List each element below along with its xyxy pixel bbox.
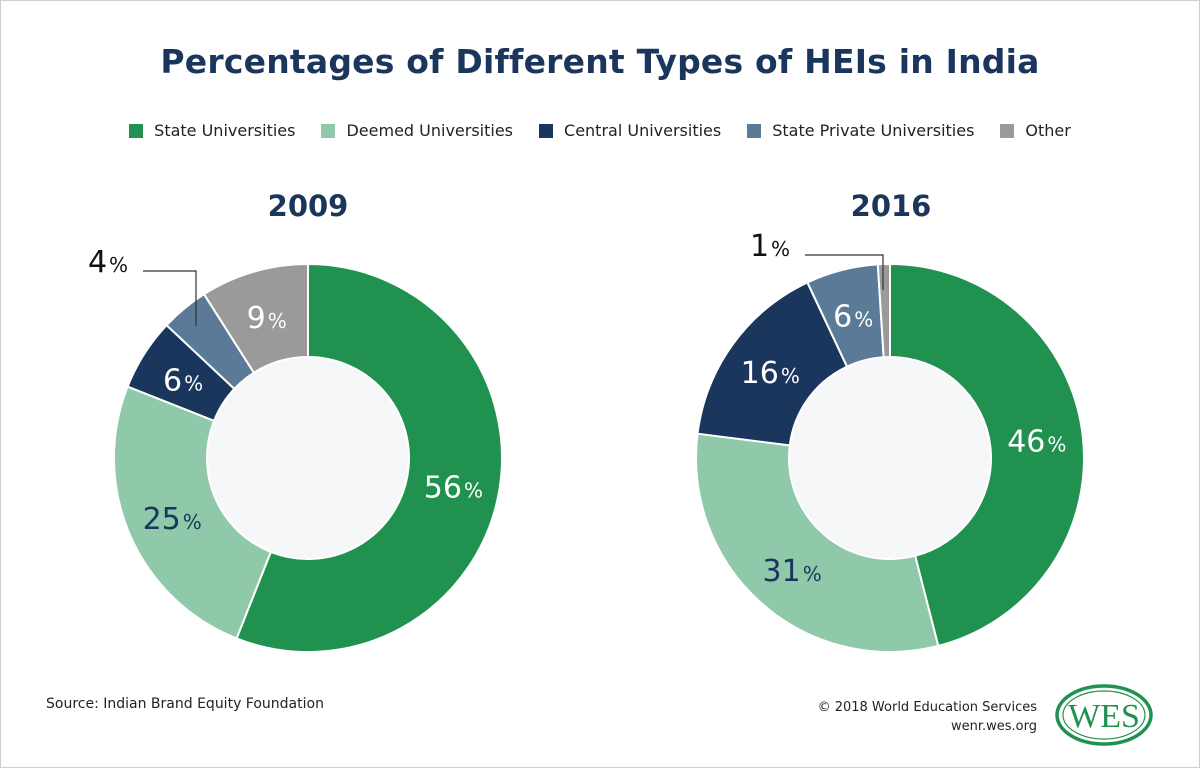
slice-2009-other — [202, 262, 309, 375]
data-label-2009-deemed-universities: 25% — [143, 502, 202, 537]
legend-swatch-deemed — [321, 123, 336, 138]
slice-2016-other — [876, 262, 891, 359]
legend-swatch-state — [129, 123, 144, 138]
slice-2016-deemed-universities — [695, 432, 940, 653]
wes-logo-text: WES — [1068, 698, 1140, 735]
legend-swatch-central — [539, 123, 554, 138]
data-label-2016-central-universities: 16% — [741, 356, 800, 391]
chart-2016-year-title: 2016 — [850, 189, 932, 223]
data-label-2016-state-private-universities: 6% — [833, 300, 873, 335]
donut-hole-2016 — [790, 358, 990, 558]
source-note: Source: Indian Brand Equity Foundation — [46, 696, 324, 712]
leader-line-2009-state-private-universities — [143, 270, 197, 326]
donut-chart-2009: 56 % 25 % 6 % 4 % 9% — [88, 245, 503, 653]
data-label-2009-state-private-universities: 4% — [88, 245, 128, 280]
copyright-text: © 2018 World Education Services — [817, 700, 1037, 715]
data-label-2016-other: 1% — [750, 229, 790, 264]
chart-title: Percentages of Different Types of HEIs i… — [160, 42, 1040, 81]
legend-item-deemed: Deemed Universities — [321, 121, 513, 140]
wes-logo: WES — [1055, 684, 1153, 746]
data-label-2009-central-universities: 6% — [163, 364, 203, 399]
legend-label-state-private: State Private Universities — [772, 121, 975, 140]
data-label-2009-other: 9% — [247, 301, 287, 336]
legend: State Universities Deemed Universities C… — [0, 121, 1200, 140]
slice-2016-state-universities — [889, 262, 1085, 648]
data-label-2016-deemed-universities: 31% — [763, 554, 822, 589]
legend-item-state: State Universities — [129, 121, 295, 140]
donut-chart-2016: 46 % 31 % 16 % 6 % 1% — [695, 229, 1085, 653]
leader-line-2016-other — [805, 254, 884, 290]
legend-item-state-private: State Private Universities — [747, 121, 974, 140]
slice-2009-deemed-universities — [113, 385, 273, 640]
donut-hole-2009 — [208, 358, 408, 558]
data-label-2016-state-universities: 46% — [1007, 424, 1066, 459]
legend-swatch-other — [1000, 123, 1015, 138]
legend-swatch-state-private — [747, 123, 762, 138]
chart-2009-year-title: 2009 — [267, 189, 349, 223]
legend-item-other: Other — [1000, 121, 1071, 140]
legend-label-state: State Universities — [154, 121, 296, 140]
website-text: wenr.wes.org — [950, 719, 1037, 734]
legend-label-deemed: Deemed Universities — [346, 121, 514, 140]
legend-label-central: Central Universities — [564, 121, 722, 140]
data-label-2009-state-universities: 56% — [424, 471, 483, 506]
legend-label-other: Other — [1025, 121, 1071, 140]
slice-2009-state-universities — [235, 262, 503, 653]
credit: © 2018 World Education Services wenr.wes… — [818, 698, 1037, 736]
legend-item-central: Central Universities — [539, 121, 721, 140]
